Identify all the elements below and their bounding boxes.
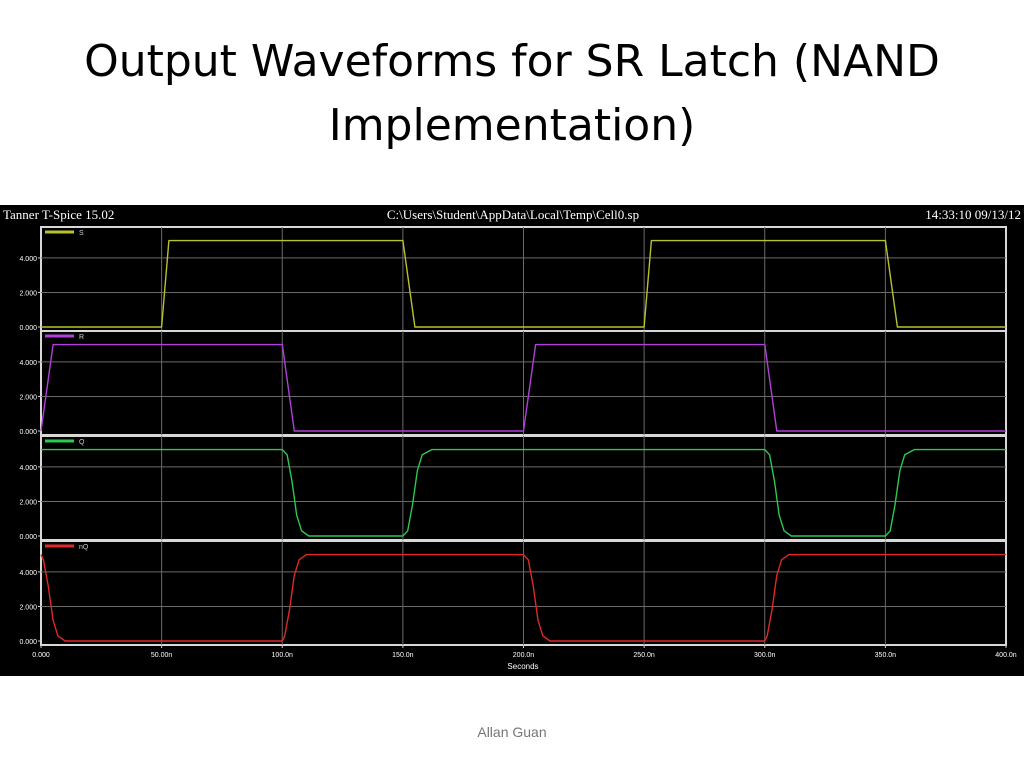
waveform-Q xyxy=(41,448,1006,537)
x-tick-label: 300.0n xyxy=(754,652,776,659)
panel-Q: 0.000 2.000 4.000 Q xyxy=(19,435,1007,541)
x-tick-label: 100.0n xyxy=(272,652,294,659)
y-tick-label: 2.000 xyxy=(19,604,37,611)
x-axis-label: Seconds xyxy=(507,662,538,671)
y-tick-label: 0.000 xyxy=(19,429,37,436)
panel-S: 0.000 2.000 4.000 S xyxy=(19,226,1007,332)
window-file-path: C:\Users\Student\AppData\Local\Temp\Cell… xyxy=(387,207,639,222)
window-app-title: Tanner T-Spice 15.02 xyxy=(3,207,114,222)
window-timestamp: 14:33:10 09/13/12 xyxy=(925,207,1021,222)
slide-title: Output Waveforms for SR Latch (NAND Impl… xyxy=(40,30,984,158)
legend-label-S: S xyxy=(79,230,84,237)
x-tick-label: 250.0n xyxy=(633,652,655,659)
waveform-nQ xyxy=(40,553,1006,642)
x-tick-label: 400.0n xyxy=(995,652,1017,659)
x-tick-label: 350.0n xyxy=(875,652,897,659)
x-tick-label: 0.000 xyxy=(32,652,50,659)
y-tick-label: 0.000 xyxy=(19,639,37,646)
y-tick-label: 4.000 xyxy=(19,570,37,577)
y-tick-label: 2.000 xyxy=(19,499,37,506)
y-tick-label: 4.000 xyxy=(19,465,37,472)
panel-nQ: 0.000 2.000 4.000 nQ xyxy=(19,540,1007,646)
slide-footer: Allan Guan xyxy=(477,724,547,740)
y-tick-label: 4.000 xyxy=(19,256,37,263)
panel-R: 0.000 2.000 4.000 R xyxy=(19,330,1007,436)
y-tick-label: 4.000 xyxy=(19,360,37,367)
x-axis: 0.000 50.00n 100.0n 150.0n 200.0n 250.0n 300.0… xyxy=(32,645,1017,659)
waveform-panels: 0.000 2.000 4.000 S 0.000 2.000 4.000 R 0.000 2.0… xyxy=(19,226,1007,646)
legend-label-R: R xyxy=(79,334,84,341)
y-tick-label: 0.000 xyxy=(19,325,37,332)
legend-label-nQ: nQ xyxy=(79,544,89,551)
y-tick-label: 2.000 xyxy=(19,290,37,297)
waveform-R xyxy=(40,343,1006,432)
slide-title-line-1: Output Waveforms for SR Latch (NAND xyxy=(84,36,940,87)
waveform-viewer-window: Tanner T-Spice 15.02 C:\Users\Student\Ap… xyxy=(0,205,1024,676)
slide-title-line-2: Implementation) xyxy=(328,100,696,151)
waveform-S xyxy=(41,239,1006,328)
legend-label-Q: Q xyxy=(79,439,85,446)
y-tick-label: 2.000 xyxy=(19,394,37,401)
y-tick-label: 0.000 xyxy=(19,534,37,541)
x-tick-label: 150.0n xyxy=(392,652,414,659)
x-tick-label: 50.00n xyxy=(151,652,173,659)
x-tick-label: 200.0n xyxy=(513,652,535,659)
waveform-chart: Tanner T-Spice 15.02 C:\Users\Student\Ap… xyxy=(0,205,1024,676)
